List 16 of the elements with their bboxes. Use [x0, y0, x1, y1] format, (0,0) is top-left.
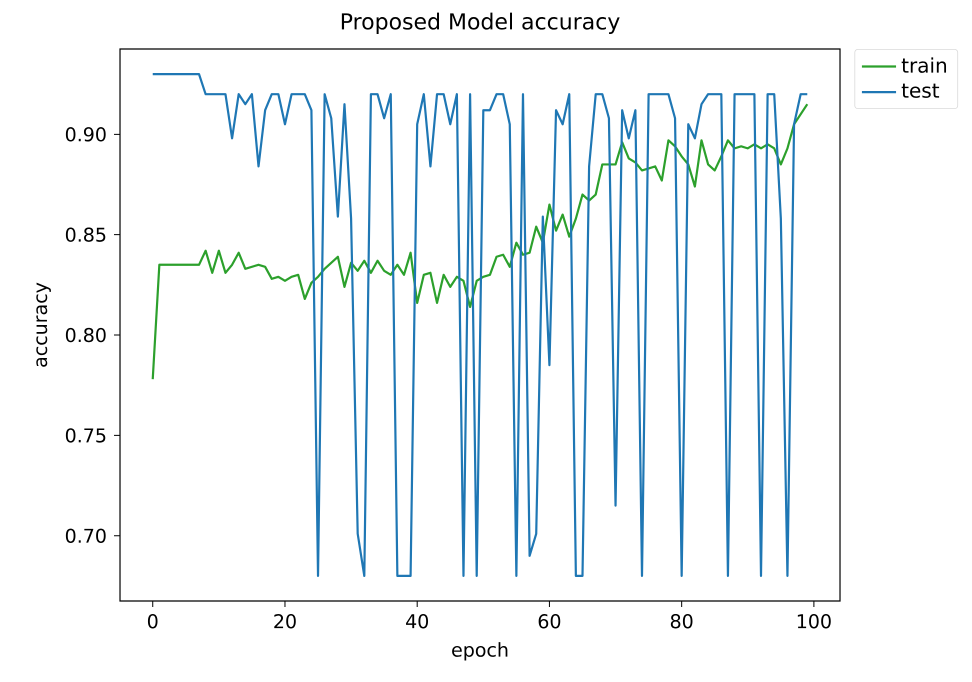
legend-label: test	[902, 84, 940, 98]
y-axis-title: accuracy	[36, 282, 51, 367]
x-tick-label: 20	[274, 614, 296, 628]
y-tick-label: 0.90	[66, 127, 106, 142]
legend-label: train	[902, 57, 946, 73]
x-tick-label: 0	[148, 614, 158, 628]
x-tick-label: 60	[538, 614, 560, 628]
x-tick-label: 80	[670, 614, 692, 628]
chart-title: Proposed Model accuracy	[342, 12, 620, 34]
y-tick-label: 0.75	[66, 428, 106, 443]
x-tick-label: 40	[406, 614, 428, 628]
x-tick-label: 100	[798, 614, 831, 628]
x-axis-title: epoch	[452, 642, 508, 661]
y-tick-label: 0.70	[66, 528, 106, 543]
y-tick-label: 0.80	[66, 328, 106, 342]
y-tick-label: 0.85	[66, 227, 106, 242]
